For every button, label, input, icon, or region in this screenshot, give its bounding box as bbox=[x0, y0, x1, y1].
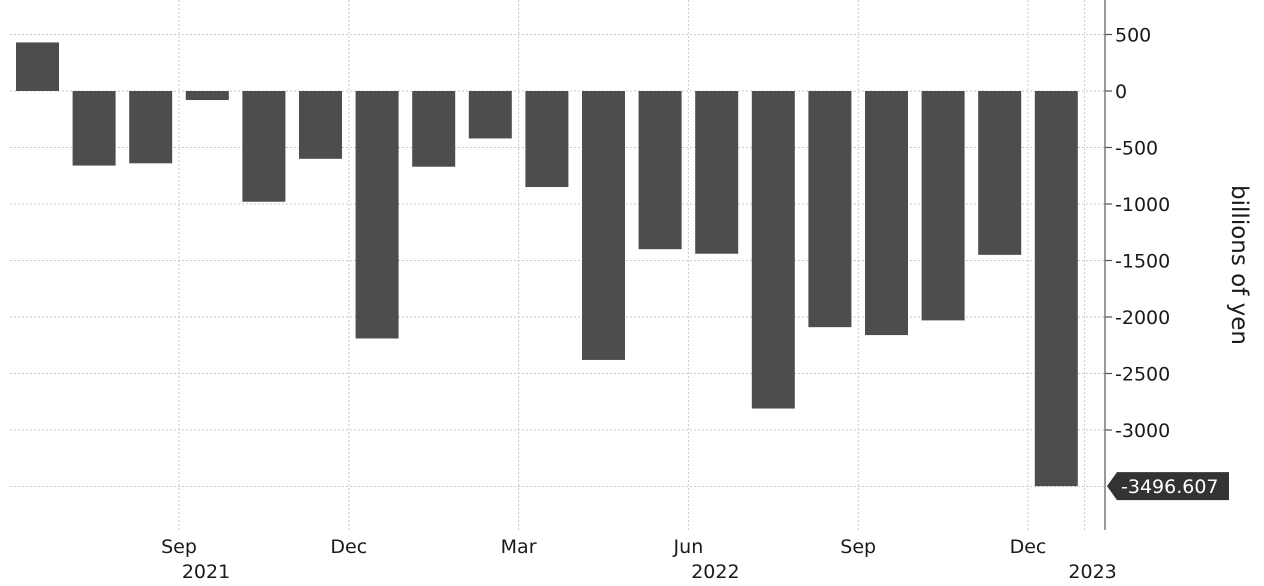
bar bbox=[865, 91, 908, 336]
x-tick-label-month: Mar bbox=[501, 536, 537, 558]
x-tick-label-year: 2023 bbox=[1068, 561, 1116, 583]
bar bbox=[412, 91, 456, 167]
bars bbox=[16, 42, 1078, 487]
last-value-label: -3496.607 bbox=[1107, 472, 1229, 501]
bar bbox=[638, 91, 682, 250]
bar bbox=[695, 91, 739, 254]
y-axis-title: billions of yen bbox=[1226, 185, 1252, 345]
bar bbox=[1034, 91, 1078, 487]
last-value-label-text: -3496.607 bbox=[1121, 476, 1219, 498]
x-tick-label-month: Sep bbox=[161, 536, 197, 558]
x-tick-label-month: Dec bbox=[1010, 536, 1047, 558]
x-tick-label-month: Sep bbox=[840, 536, 876, 558]
bar bbox=[242, 91, 286, 202]
x-axis-ticks: Sep 2021 Dec Mar Jun 2022 Sep Dec 2023 bbox=[161, 536, 1117, 583]
y-tick-label: -1000 bbox=[1115, 194, 1170, 216]
y-axis: 500 0 -500 -1000 -1500 -2000 -2500 -3000 bbox=[1104, 0, 1170, 530]
bar bbox=[16, 42, 59, 91]
bar bbox=[582, 91, 625, 360]
bar bbox=[525, 91, 569, 188]
x-tick-label-month: Dec bbox=[330, 536, 367, 558]
y-tick-label: 500 bbox=[1115, 25, 1151, 47]
bar bbox=[72, 91, 116, 166]
y-tick-label: -2000 bbox=[1115, 307, 1170, 329]
y-tick-label: -3000 bbox=[1115, 420, 1170, 442]
bar bbox=[129, 91, 173, 164]
bar bbox=[468, 91, 512, 139]
y-tick-label: 0 bbox=[1115, 81, 1127, 103]
y-tick-label: -500 bbox=[1115, 138, 1158, 160]
bar bbox=[978, 91, 1022, 255]
x-tick-label-month: Jun bbox=[673, 536, 704, 558]
bar bbox=[299, 91, 342, 159]
bar bbox=[355, 91, 399, 339]
bar bbox=[808, 91, 852, 328]
bar bbox=[751, 91, 795, 409]
y-tick-label: -1500 bbox=[1115, 251, 1170, 273]
x-tick-label-year: 2022 bbox=[691, 561, 739, 583]
bar bbox=[921, 91, 965, 321]
y-tick-label: -2500 bbox=[1115, 364, 1170, 386]
x-tick-label-year: 2021 bbox=[182, 561, 230, 583]
bar bbox=[185, 91, 229, 101]
last-value-badge bbox=[1107, 472, 1229, 501]
